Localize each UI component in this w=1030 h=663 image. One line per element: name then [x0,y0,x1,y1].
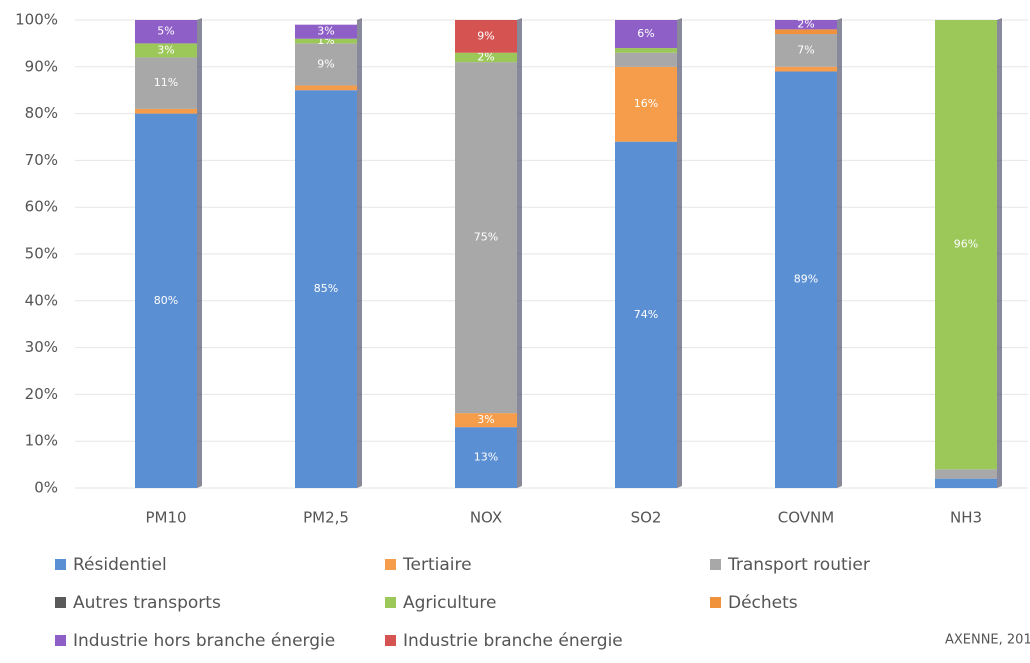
legend-label: Industrie hors branche énergie [73,631,335,651]
data-label: 3% [157,43,174,56]
y-tick-label: 70% [25,151,58,169]
legend-swatch [710,597,721,608]
bar-segment [295,24,357,39]
x-tick-label: COVNM [778,509,834,527]
bar-segment [295,43,357,86]
bar-depth [837,18,842,488]
bar-segment [935,478,997,488]
bar-segment [775,66,837,72]
bar-segment [615,141,677,488]
bar-segment [775,71,837,488]
bar-depth [997,18,1002,488]
data-label: 75% [474,231,498,244]
bar-segment [135,108,197,114]
data-label: 9% [477,29,494,42]
legend-swatch [385,559,396,570]
bar-segment [775,20,837,30]
legend-label: Transport routier [727,555,870,575]
legend-swatch [385,635,396,646]
bar-segment [455,413,517,428]
y-tick-label: 50% [25,245,58,263]
legend-swatch [710,559,721,570]
data-label: 11% [154,76,178,89]
bar-depth [357,18,362,488]
data-label: 16% [634,97,658,110]
bar-segment [615,20,677,49]
y-tick-label: 40% [25,291,58,309]
bar-segment [455,52,517,63]
x-tick-label: PM2,5 [303,509,349,527]
x-tick-label: NOX [470,509,502,527]
bar-segment [295,38,357,44]
bar-depth [517,18,522,488]
x-tick-label: SO2 [631,509,662,527]
legend-swatch [55,559,66,570]
bar-segment [135,57,197,109]
bar-depth [197,18,202,488]
bar-segment [135,113,197,488]
legend-swatch [385,597,396,608]
data-label: 6% [637,27,654,40]
bar-segment [775,34,837,67]
data-label: 89% [794,273,818,286]
y-tick-label: 60% [25,198,58,216]
y-tick-label: 90% [25,57,58,75]
x-tick-label: NH3 [950,509,982,527]
source: AXENNE, 2019 [945,633,1030,648]
data-label: 96% [954,238,978,251]
bar-segment [615,48,677,53]
y-tick-label: 10% [25,432,58,450]
bar-depth [677,18,682,488]
y-tick-label: 100% [15,11,58,29]
bar-segment [295,90,357,488]
legend-label: Déchets [728,593,798,613]
data-label: 80% [154,294,178,307]
legend-label: Industrie branche énergie [403,631,623,651]
legend-label: Résidentiel [73,555,167,575]
data-label: 85% [314,282,338,295]
bar-segment [455,20,517,53]
y-tick-label: 20% [25,385,58,403]
bar-segment [775,29,837,35]
data-label: 9% [317,57,334,70]
y-tick-label: 30% [25,338,58,356]
legend-label: Tertiaire [402,555,472,575]
data-label: 7% [797,43,814,56]
bar-segment [135,20,197,44]
legend-swatch [55,597,66,608]
data-label: 74% [634,308,658,321]
bar-segment [935,20,997,470]
bar-segment [455,427,517,488]
bar-segment [295,85,357,91]
bar-segment [615,52,677,67]
bar-segment [135,43,197,58]
data-label: 5% [157,25,174,38]
bar-segment [615,66,677,142]
bar-segment [455,62,517,414]
x-tick-label: PM10 [145,509,186,527]
bar-segment [935,469,997,479]
data-label: 2% [477,50,494,63]
data-label: 13% [474,451,498,464]
y-tick-label: 80% [25,104,58,122]
data-label: 2% [797,18,814,31]
data-label: 3% [317,25,334,38]
legend-label: Autres transports [73,593,221,613]
legend-label: Agriculture [403,593,497,613]
legend-swatch [55,635,66,646]
y-tick-label: 0% [34,479,58,497]
data-label: 3% [477,413,494,426]
